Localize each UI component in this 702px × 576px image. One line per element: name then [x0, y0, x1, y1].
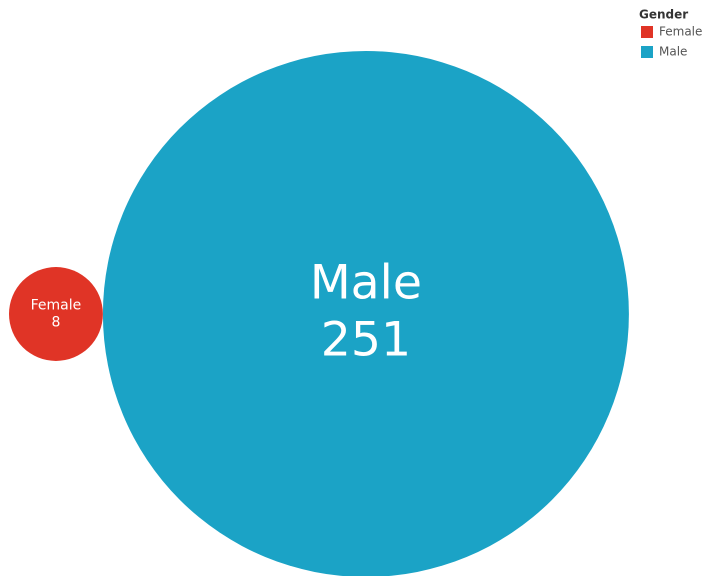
- legend-title: Gender: [639, 8, 688, 22]
- legend-label: Male: [659, 45, 687, 59]
- legend-swatch: [641, 46, 653, 58]
- bubble-value: 8: [51, 314, 60, 330]
- bubble-value: 251: [321, 312, 411, 367]
- bubble: [102, 51, 629, 576]
- bubble: [9, 267, 103, 361]
- bubble-label: Male: [310, 256, 422, 311]
- legend-swatch: [641, 26, 653, 38]
- bubble-label: Female: [31, 298, 82, 314]
- legend-label: Female: [659, 25, 702, 39]
